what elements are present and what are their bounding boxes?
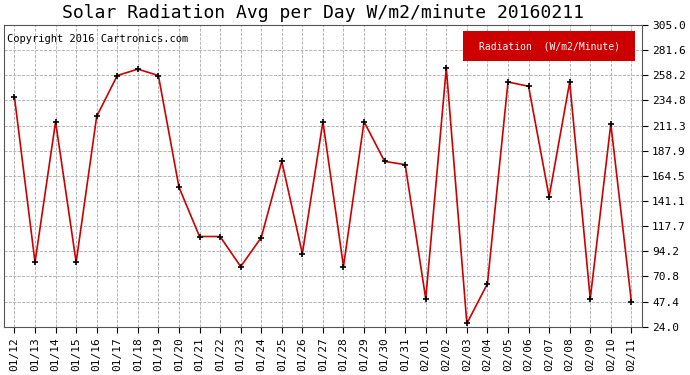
Text: Copyright 2016 Cartronics.com: Copyright 2016 Cartronics.com	[7, 34, 188, 44]
Title: Solar Radiation Avg per Day W/m2/minute 20160211: Solar Radiation Avg per Day W/m2/minute …	[62, 4, 584, 22]
